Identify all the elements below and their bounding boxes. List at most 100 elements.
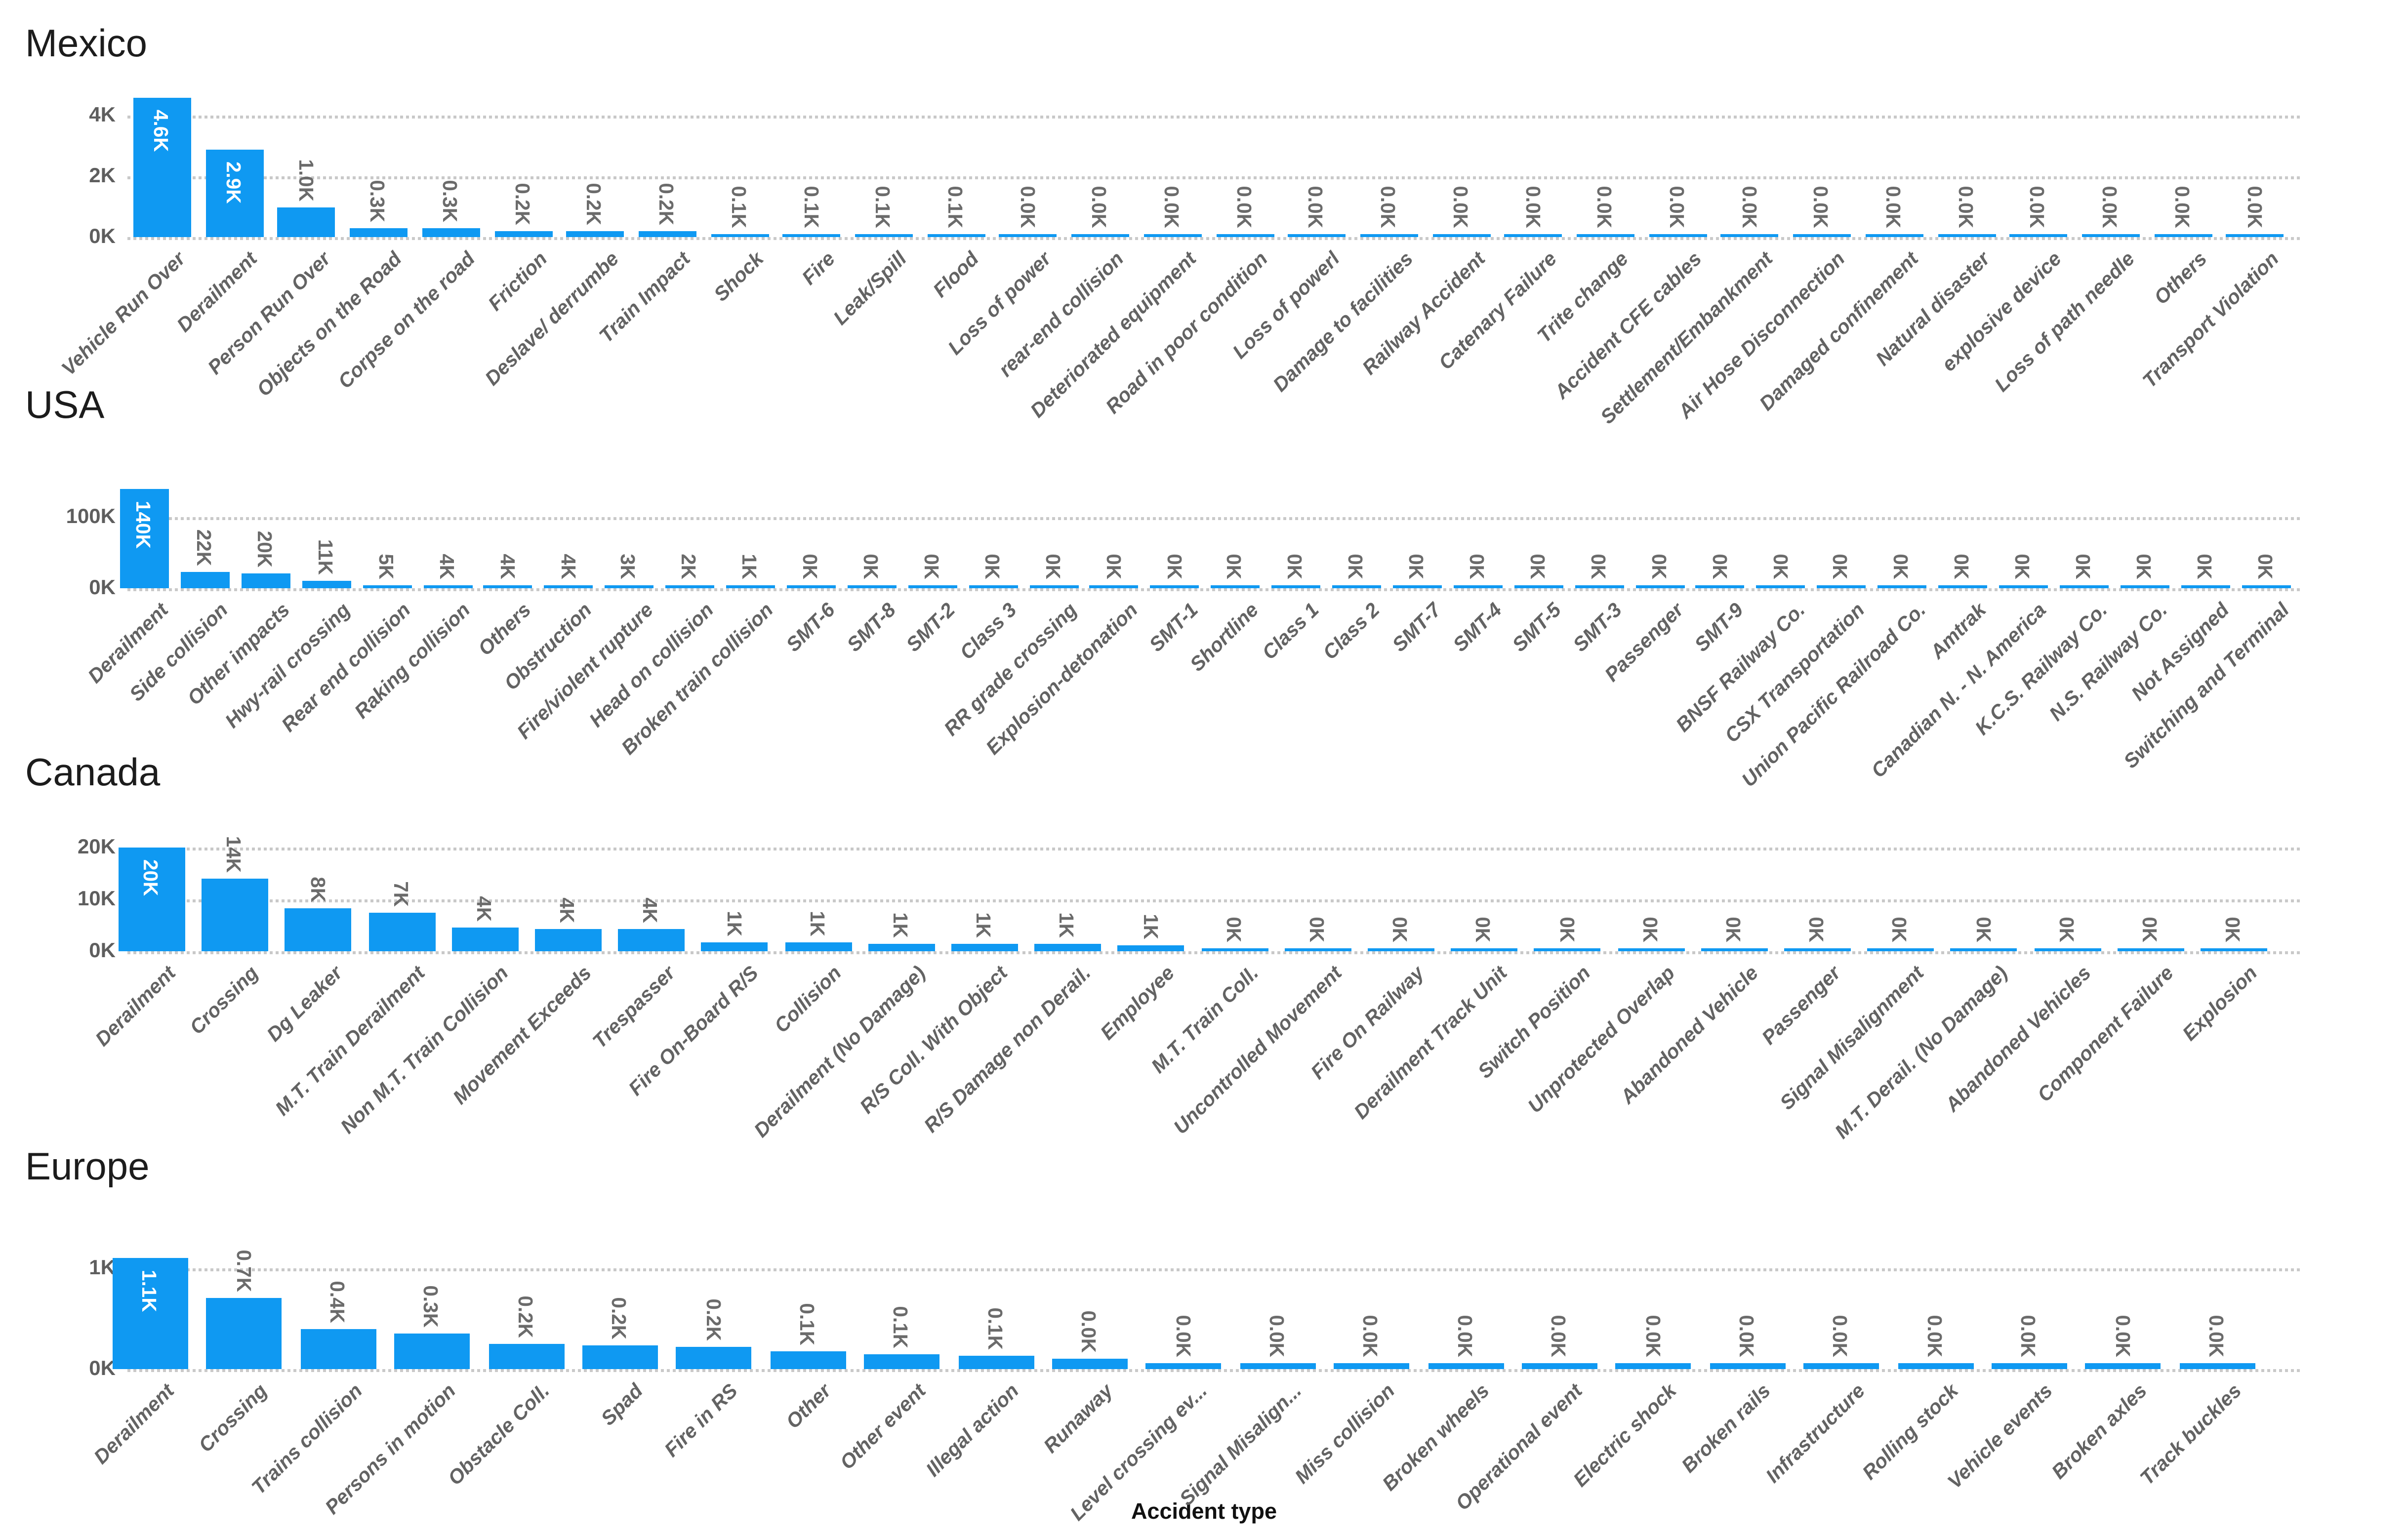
bar[interactable] [638,231,696,237]
bar[interactable] [1784,948,1851,951]
bar[interactable] [1999,585,2048,588]
bar[interactable] [1574,585,1624,588]
bar[interactable] [618,929,685,951]
bar[interactable] [278,206,336,237]
bar[interactable] [285,908,352,951]
bar[interactable] [1453,585,1503,588]
bar[interactable] [701,942,769,951]
bar[interactable] [1803,1363,1879,1369]
bar[interactable] [1146,1363,1222,1369]
bar[interactable] [535,929,602,951]
bar[interactable] [1793,234,1851,237]
bar[interactable] [300,1329,376,1369]
bar[interactable] [423,585,472,588]
bar[interactable] [1284,948,1351,951]
bar[interactable] [1368,948,1434,951]
bar[interactable] [484,585,533,588]
bar[interactable] [2154,234,2212,237]
bar[interactable] [1332,585,1381,588]
bar[interactable] [855,234,913,237]
bar[interactable] [710,234,769,237]
bar[interactable] [2201,948,2267,951]
bar[interactable] [2034,948,2101,951]
bar[interactable] [951,944,1018,951]
bar[interactable] [422,228,480,237]
bar[interactable] [1118,945,1185,951]
bar[interactable] [1143,234,1202,237]
bar[interactable] [1577,234,1634,237]
bar[interactable] [2009,234,2068,237]
bar[interactable] [2179,1363,2255,1369]
bar[interactable] [968,585,1018,588]
bar[interactable] [368,913,435,951]
bar[interactable] [566,231,624,237]
bar[interactable] [544,585,593,588]
bar[interactable] [1817,585,1866,588]
bar[interactable] [1514,585,1563,588]
bar[interactable] [726,585,775,588]
bar[interactable] [868,943,935,951]
bar[interactable] [1938,585,1987,588]
bar[interactable] [202,879,269,951]
bar[interactable] [133,97,191,237]
bar[interactable] [1071,234,1130,237]
bar[interactable] [1360,234,1418,237]
bar[interactable] [1721,234,1779,237]
bar[interactable] [1392,585,1442,588]
bar[interactable] [2180,585,2230,588]
bar[interactable] [2117,948,2184,951]
bar[interactable] [394,1334,470,1369]
bar[interactable] [362,584,411,588]
bar[interactable] [786,585,836,588]
bar[interactable] [784,943,852,951]
bar[interactable] [908,585,957,588]
bar[interactable] [1865,234,1923,237]
bar[interactable] [113,1258,188,1369]
bar[interactable] [665,585,715,588]
bar[interactable] [2059,585,2109,588]
bar[interactable] [1951,948,2018,951]
bar[interactable] [1635,585,1684,588]
bar[interactable] [488,1344,564,1369]
bar[interactable] [1710,1363,1786,1369]
bar[interactable] [1617,948,1684,951]
bar[interactable] [1504,234,1562,237]
bar[interactable] [494,231,552,237]
bar[interactable] [676,1347,752,1369]
bar[interactable] [1029,585,1078,588]
bar[interactable] [2120,585,2169,588]
bar[interactable] [999,234,1058,237]
bar[interactable] [1090,585,1139,588]
bar[interactable] [1216,234,1274,237]
bar[interactable] [241,574,290,588]
bar[interactable] [1877,585,1927,588]
bar[interactable] [1271,585,1321,588]
bar[interactable] [1211,585,1260,588]
bar[interactable] [1937,234,1996,237]
bar[interactable] [1201,948,1268,951]
bar[interactable] [451,927,519,951]
bar[interactable] [1649,234,1707,237]
bar[interactable] [958,1356,1034,1369]
bar[interactable] [1522,1363,1597,1369]
bar[interactable] [1432,234,1490,237]
bar[interactable] [782,234,841,237]
bar[interactable] [1428,1363,1504,1369]
bar[interactable] [1150,585,1199,588]
bar[interactable] [1034,944,1102,951]
bar[interactable] [770,1351,846,1369]
bar[interactable] [2241,585,2290,588]
bar[interactable] [1334,1363,1410,1369]
bar[interactable] [206,1298,283,1369]
bar[interactable] [180,572,230,588]
bar[interactable] [605,585,654,588]
bar[interactable] [1756,585,1805,588]
bar[interactable] [1451,948,1518,951]
bar[interactable] [1696,585,1745,588]
bar[interactable] [1052,1359,1128,1369]
bar[interactable] [1897,1363,1973,1369]
bar[interactable] [350,228,408,237]
bar[interactable] [2226,234,2284,237]
bar[interactable] [847,585,897,588]
bar[interactable] [120,488,169,588]
